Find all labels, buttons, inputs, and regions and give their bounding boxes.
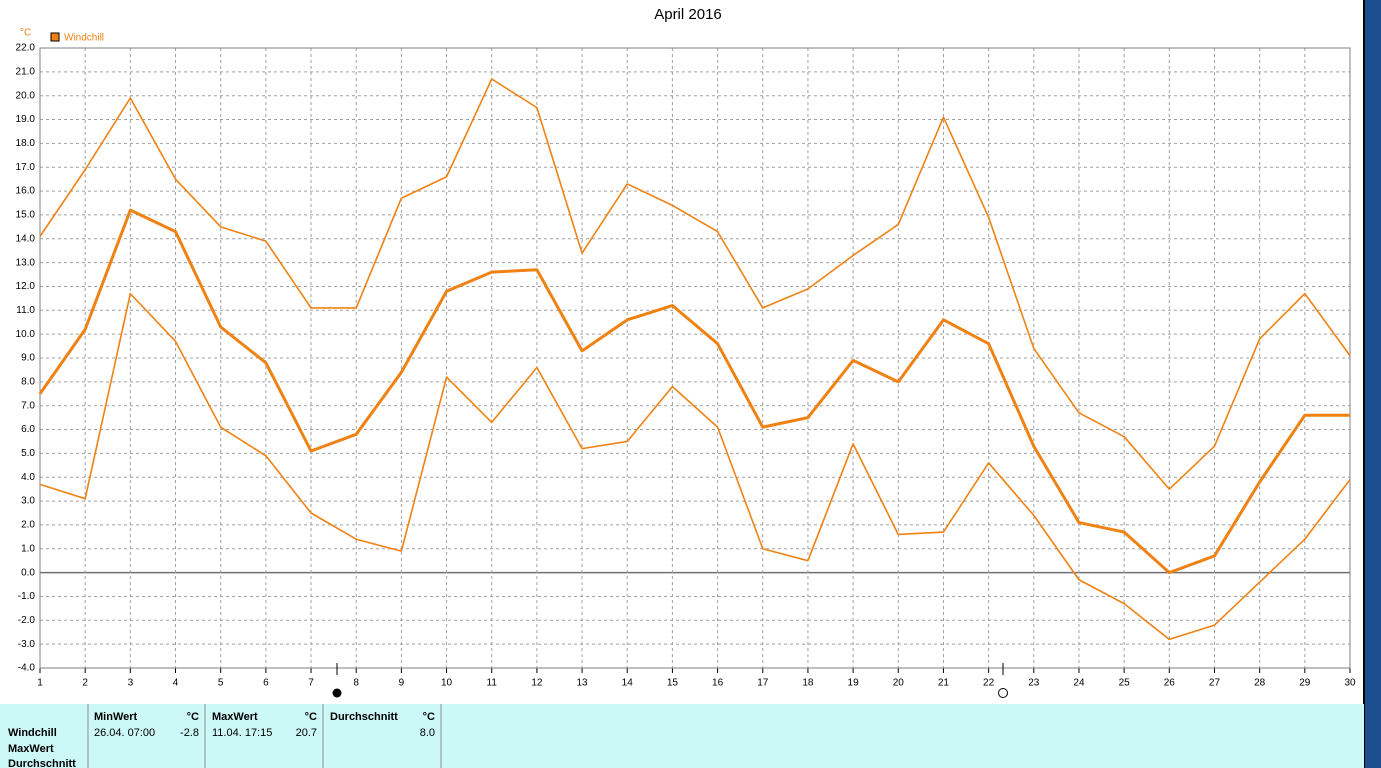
x-tick-label: 26 — [1164, 678, 1176, 689]
stats-panel: Windchill MaxWert Durchschnitt MinWert °… — [0, 704, 1364, 768]
y-tick-label: 15.0 — [16, 210, 36, 221]
y-tick-label: 22.0 — [16, 43, 36, 54]
y-tick-label: 13.0 — [16, 257, 36, 268]
y-tick-label: 6.0 — [21, 424, 35, 435]
y-tick-label: 0.0 — [21, 567, 35, 578]
y-tick-label: 21.0 — [16, 66, 36, 77]
col-header: Durchschnitt — [330, 711, 398, 723]
x-tick-label: 2 — [82, 678, 88, 689]
x-tick-label: 14 — [622, 678, 634, 689]
x-tick-label: 22 — [983, 678, 995, 689]
row-label: Windchill — [8, 727, 57, 739]
y-tick-label: 7.0 — [21, 400, 35, 411]
x-tick-label: 8 — [353, 678, 359, 689]
x-tick-label: 5 — [218, 678, 224, 689]
x-tick-label: 24 — [1073, 678, 1085, 689]
x-tick-label: 27 — [1209, 678, 1221, 689]
y-tick-label: 14.0 — [16, 233, 36, 244]
x-tick-label: 16 — [712, 678, 724, 689]
col-unit: °C — [187, 711, 199, 723]
x-tick-label: 10 — [441, 678, 453, 689]
cell-value: 8.0 — [420, 727, 435, 739]
x-tick-label: 20 — [893, 678, 905, 689]
col-unit: °C — [305, 711, 317, 723]
y-tick-label: -2.0 — [18, 615, 36, 626]
plot-frame — [39, 47, 1351, 669]
chart-title: April 2016 — [654, 6, 722, 23]
y-tick-label: 9.0 — [21, 353, 35, 364]
x-tick-label: 28 — [1254, 678, 1266, 689]
x-tick-label: 6 — [263, 678, 269, 689]
y-tick-label: 12.0 — [16, 281, 36, 292]
x-tick-label: 4 — [173, 678, 179, 689]
y-tick-label: 4.0 — [21, 472, 35, 483]
full-moon-icon — [998, 688, 1008, 698]
y-tick-label: 2.0 — [21, 520, 35, 531]
col-header: MaxWert — [212, 711, 258, 723]
y-tick-label: 19.0 — [16, 114, 36, 125]
cell-value: 20.7 — [296, 727, 317, 739]
y-tick-label: 20.0 — [16, 90, 36, 101]
x-tick-label: 21 — [938, 678, 950, 689]
y-tick-label: 17.0 — [16, 162, 36, 173]
panel-bg — [0, 704, 1364, 768]
x-tick-label: 11 — [487, 678, 498, 689]
y-tick-label: 1.0 — [21, 543, 35, 554]
x-tick-label: 9 — [399, 678, 405, 689]
y-tick-label: 11.0 — [16, 305, 35, 316]
cell-time: 26.04. 07:00 — [94, 727, 155, 739]
x-tick-label: 30 — [1344, 678, 1356, 689]
data-line — [39, 78, 1351, 490]
data-line — [39, 292, 1351, 641]
window-edge — [1364, 0, 1381, 768]
x-tick-label: 1 — [37, 678, 43, 689]
col-unit: °C — [423, 711, 435, 723]
legend-label: Windchill — [64, 33, 104, 44]
x-tick-label: 12 — [531, 678, 543, 689]
cell-value: -2.8 — [180, 727, 199, 739]
x-tick-label: 23 — [1028, 678, 1040, 689]
y-tick-label: 16.0 — [16, 186, 36, 197]
y-tick-label: 3.0 — [21, 496, 35, 507]
x-tick-label: 19 — [848, 678, 860, 689]
y-tick-label: 10.0 — [16, 329, 36, 340]
plot-area: -4.0 -3.0 -2.0 -1.0 0.0 1.0 2.0 3.0 4.0 5.0 6.0 7.0… — [16, 43, 1356, 689]
y-unit: °C — [20, 28, 31, 39]
data-line — [38, 208, 1350, 575]
x-tick-label: 29 — [1299, 678, 1311, 689]
x-tick-label: 15 — [667, 678, 679, 689]
y-tick-label: 8.0 — [21, 376, 35, 387]
new-moon-icon — [332, 688, 342, 698]
x-tick-label: 7 — [308, 678, 314, 689]
x-tick-label: 18 — [802, 678, 814, 689]
y-tick-label: 5.0 — [21, 448, 35, 459]
y-tick-label: -4.0 — [18, 663, 36, 674]
y-tick-label: -3.0 — [18, 639, 36, 650]
legend-swatch — [50, 32, 60, 42]
x-tick-label: 25 — [1119, 678, 1131, 689]
row-label: Durchschnitt — [8, 758, 76, 768]
y-tick-label: -1.0 — [18, 591, 36, 602]
x-tick-label: 3 — [128, 678, 134, 689]
row-label: MaxWert — [8, 743, 54, 755]
y-tick-label: 18.0 — [16, 138, 36, 149]
x-tick-label: 13 — [577, 678, 589, 689]
cell-time: 11.04. 17:15 — [212, 727, 272, 739]
col-header: MinWert — [94, 711, 138, 723]
x-tick-label: 17 — [757, 678, 769, 689]
